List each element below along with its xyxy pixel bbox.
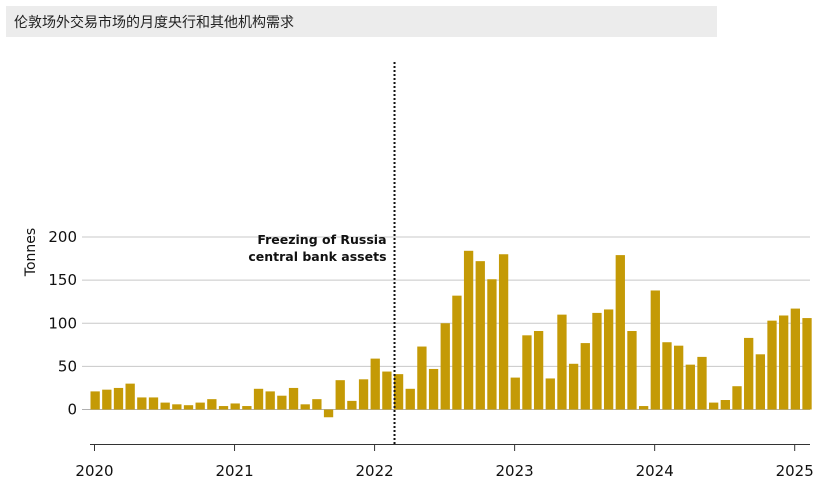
bar <box>662 342 672 410</box>
bar <box>510 377 520 410</box>
bar <box>125 383 135 410</box>
y-tick-label: 200 <box>48 228 77 246</box>
x-tick-label: 2022 <box>355 462 393 480</box>
bar <box>370 358 380 410</box>
bar <box>744 337 754 410</box>
bar <box>335 380 345 410</box>
bar <box>440 323 450 410</box>
bar <box>592 312 602 410</box>
bar <box>160 402 170 410</box>
x-axis: 2020 2021 2022 2023 2024 2025 <box>75 444 814 480</box>
bar <box>732 386 742 410</box>
bar <box>779 315 789 410</box>
bar <box>207 399 217 410</box>
x-tick-label: 2021 <box>215 462 253 480</box>
y-axis-label: Tonnes <box>23 228 39 277</box>
annotation: Freezing of Russia central bank assets <box>248 62 396 444</box>
bar <box>475 261 485 410</box>
bar <box>382 371 392 410</box>
bar <box>545 378 555 410</box>
y-tick-label: 0 <box>67 401 77 419</box>
bar <box>347 400 357 410</box>
bar <box>148 397 159 410</box>
bar <box>253 388 264 410</box>
x-tick-label: 2024 <box>636 462 674 480</box>
bar <box>603 309 614 410</box>
bar <box>358 379 369 410</box>
bar <box>802 318 812 410</box>
bar <box>90 391 100 410</box>
x-tick-label: 2023 <box>496 462 534 480</box>
bar <box>312 399 322 410</box>
bar <box>685 364 695 410</box>
bars <box>90 250 812 418</box>
bar <box>568 363 579 410</box>
bar <box>557 314 567 410</box>
bar <box>300 404 310 410</box>
bar <box>277 395 287 410</box>
x-tick-label: 2020 <box>75 462 113 480</box>
y-tick-label: 100 <box>48 314 77 332</box>
chart-title: 伦敦场外交易市场的月度央行和其他机构需求 <box>6 6 717 37</box>
bar <box>522 335 532 410</box>
bar <box>242 406 252 410</box>
bar <box>417 346 427 410</box>
bar <box>463 250 474 410</box>
bar <box>627 331 637 410</box>
annotation-label: Freezing of Russia <box>257 232 386 247</box>
bar <box>323 409 334 418</box>
bar <box>674 345 684 410</box>
bar <box>790 308 800 410</box>
bar <box>393 374 404 410</box>
bar <box>638 406 649 410</box>
y-tick-label: 50 <box>58 357 77 375</box>
annotation-label: central bank assets <box>248 249 386 264</box>
bar <box>580 343 590 410</box>
bar <box>113 387 124 410</box>
bar <box>452 295 462 410</box>
bar <box>767 320 777 410</box>
y-axis-ticks: 0 50 100 150 200 <box>48 228 77 419</box>
bar <box>265 391 275 410</box>
bar <box>650 290 660 410</box>
bar <box>720 400 730 410</box>
bar <box>183 405 194 410</box>
y-tick-label: 150 <box>48 271 77 289</box>
bar <box>533 331 544 410</box>
bar <box>172 404 182 410</box>
bar <box>697 356 707 410</box>
bar <box>428 368 439 410</box>
bar <box>709 402 719 410</box>
bar <box>288 387 299 410</box>
bar <box>755 354 765 410</box>
bar <box>405 388 415 410</box>
bar <box>218 406 229 410</box>
bar <box>487 279 497 410</box>
bar <box>102 389 112 410</box>
bar <box>230 403 240 410</box>
bar <box>137 397 147 410</box>
bar <box>498 254 509 410</box>
bar <box>615 255 625 410</box>
x-tick-label: 2025 <box>776 462 814 480</box>
bar <box>195 402 205 410</box>
